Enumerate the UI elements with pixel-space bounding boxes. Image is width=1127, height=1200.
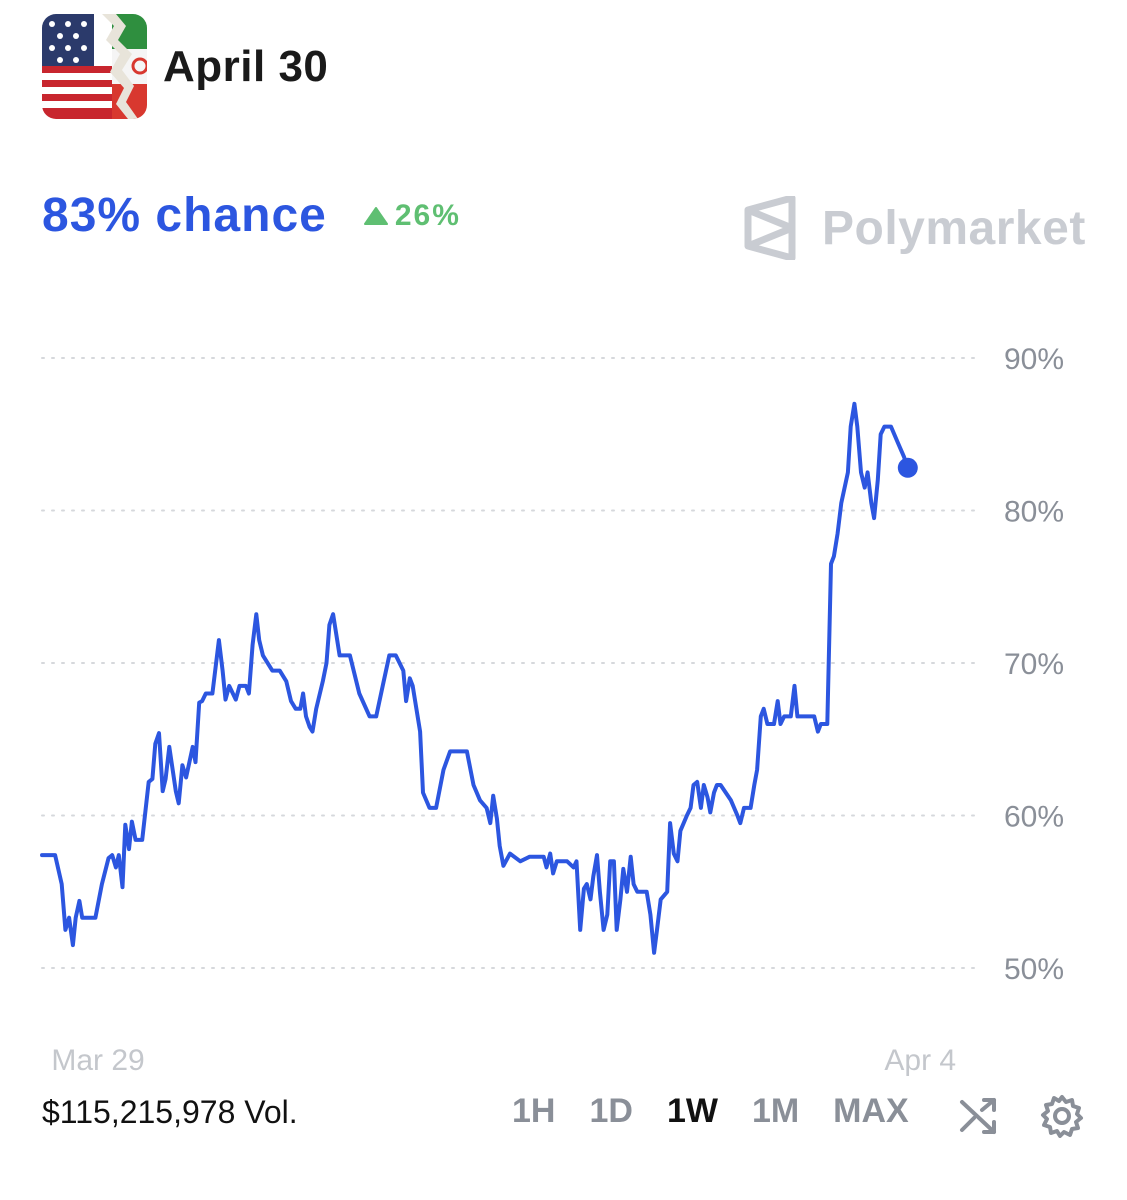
- y-tick-label: 60%: [1004, 801, 1064, 834]
- range-1w[interactable]: 1W: [666, 1092, 718, 1130]
- time-range-selector: 1H 1D 1W 1M MAX: [512, 1092, 943, 1131]
- market-header: April 30: [42, 14, 328, 119]
- price-chart: 50% 60% 70% 80% 90% Mar 29 Apr 4: [40, 343, 1064, 1077]
- market-stats: 83% chance 26%: [42, 188, 461, 243]
- chart-gridlines: [41, 357, 979, 969]
- shuffle-icon: [960, 1098, 996, 1134]
- x-tick-label: Mar 29: [51, 1044, 144, 1077]
- y-tick-label: 50%: [1004, 953, 1064, 986]
- range-1m[interactable]: 1M: [751, 1092, 800, 1130]
- y-tick-label: 90%: [1004, 343, 1064, 376]
- y-tick-label: 70%: [1004, 648, 1064, 681]
- chance-value: 83% chance: [42, 189, 327, 242]
- current-price-marker[interactable]: [897, 457, 918, 478]
- brand-watermark: Polymarket: [742, 196, 1086, 260]
- gear-icon: [1041, 1095, 1083, 1138]
- range-1h[interactable]: 1H: [512, 1092, 556, 1130]
- y-axis-labels: 50% 60% 70% 80% 90%: [1004, 343, 1064, 986]
- triangle-up-icon: [363, 206, 388, 225]
- range-1d[interactable]: 1D: [589, 1092, 633, 1130]
- price-line: [40, 401, 910, 955]
- x-axis-labels: Mar 29 Apr 4: [51, 1044, 956, 1077]
- shuffle-button[interactable]: [956, 1094, 1000, 1138]
- change-value: 26%: [394, 198, 461, 232]
- x-tick-label: Apr 4: [884, 1044, 956, 1077]
- settings-button[interactable]: [1040, 1094, 1084, 1138]
- brand-name: Polymarket: [822, 201, 1086, 255]
- change-badge: 26%: [363, 199, 461, 233]
- polymarket-logo-icon: [744, 196, 796, 260]
- market-title: April 30: [163, 41, 329, 91]
- market-thumbnail: [42, 14, 147, 119]
- y-tick-label: 80%: [1004, 496, 1064, 529]
- range-max[interactable]: MAX: [833, 1092, 909, 1130]
- volume-label: $115,215,978 Vol.: [42, 1094, 298, 1130]
